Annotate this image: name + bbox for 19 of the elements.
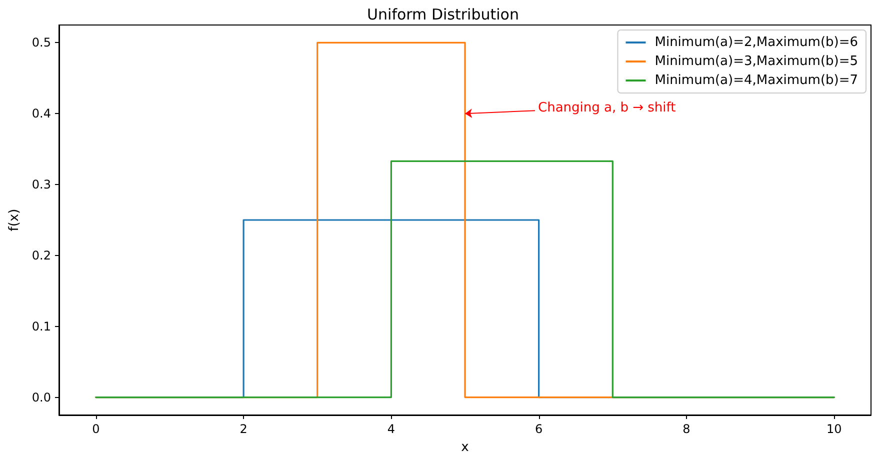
y-tick-label: 0.3 bbox=[32, 178, 51, 192]
legend-label: Minimum(a)=4,Maximum(b)=7 bbox=[654, 73, 858, 88]
legend-label: Minimum(a)=2,Maximum(b)=6 bbox=[654, 35, 858, 50]
x-tick-label: 2 bbox=[240, 422, 248, 436]
y-tick-label: 0.5 bbox=[32, 36, 51, 50]
y-tick-label: 0.2 bbox=[32, 248, 51, 262]
x-tick-label: 6 bbox=[535, 422, 543, 436]
y-tick-label: 0.1 bbox=[32, 319, 51, 334]
y-tick-label: 0.4 bbox=[32, 106, 51, 121]
x-tick-label: 4 bbox=[387, 422, 395, 436]
x-tick-label: 0 bbox=[92, 422, 100, 436]
chart-title: Uniform Distribution bbox=[367, 6, 519, 24]
y-tick-label: 0.0 bbox=[32, 390, 51, 404]
x-axis-title: x bbox=[461, 440, 470, 455]
legend-label: Minimum(a)=3,Maximum(b)=5 bbox=[654, 54, 858, 69]
x-tick-label: 8 bbox=[682, 422, 690, 436]
x-tick-label: 10 bbox=[826, 422, 842, 436]
annotation: Changing a, b → shift bbox=[538, 100, 676, 116]
y-axis-title: f(x) bbox=[7, 208, 22, 232]
